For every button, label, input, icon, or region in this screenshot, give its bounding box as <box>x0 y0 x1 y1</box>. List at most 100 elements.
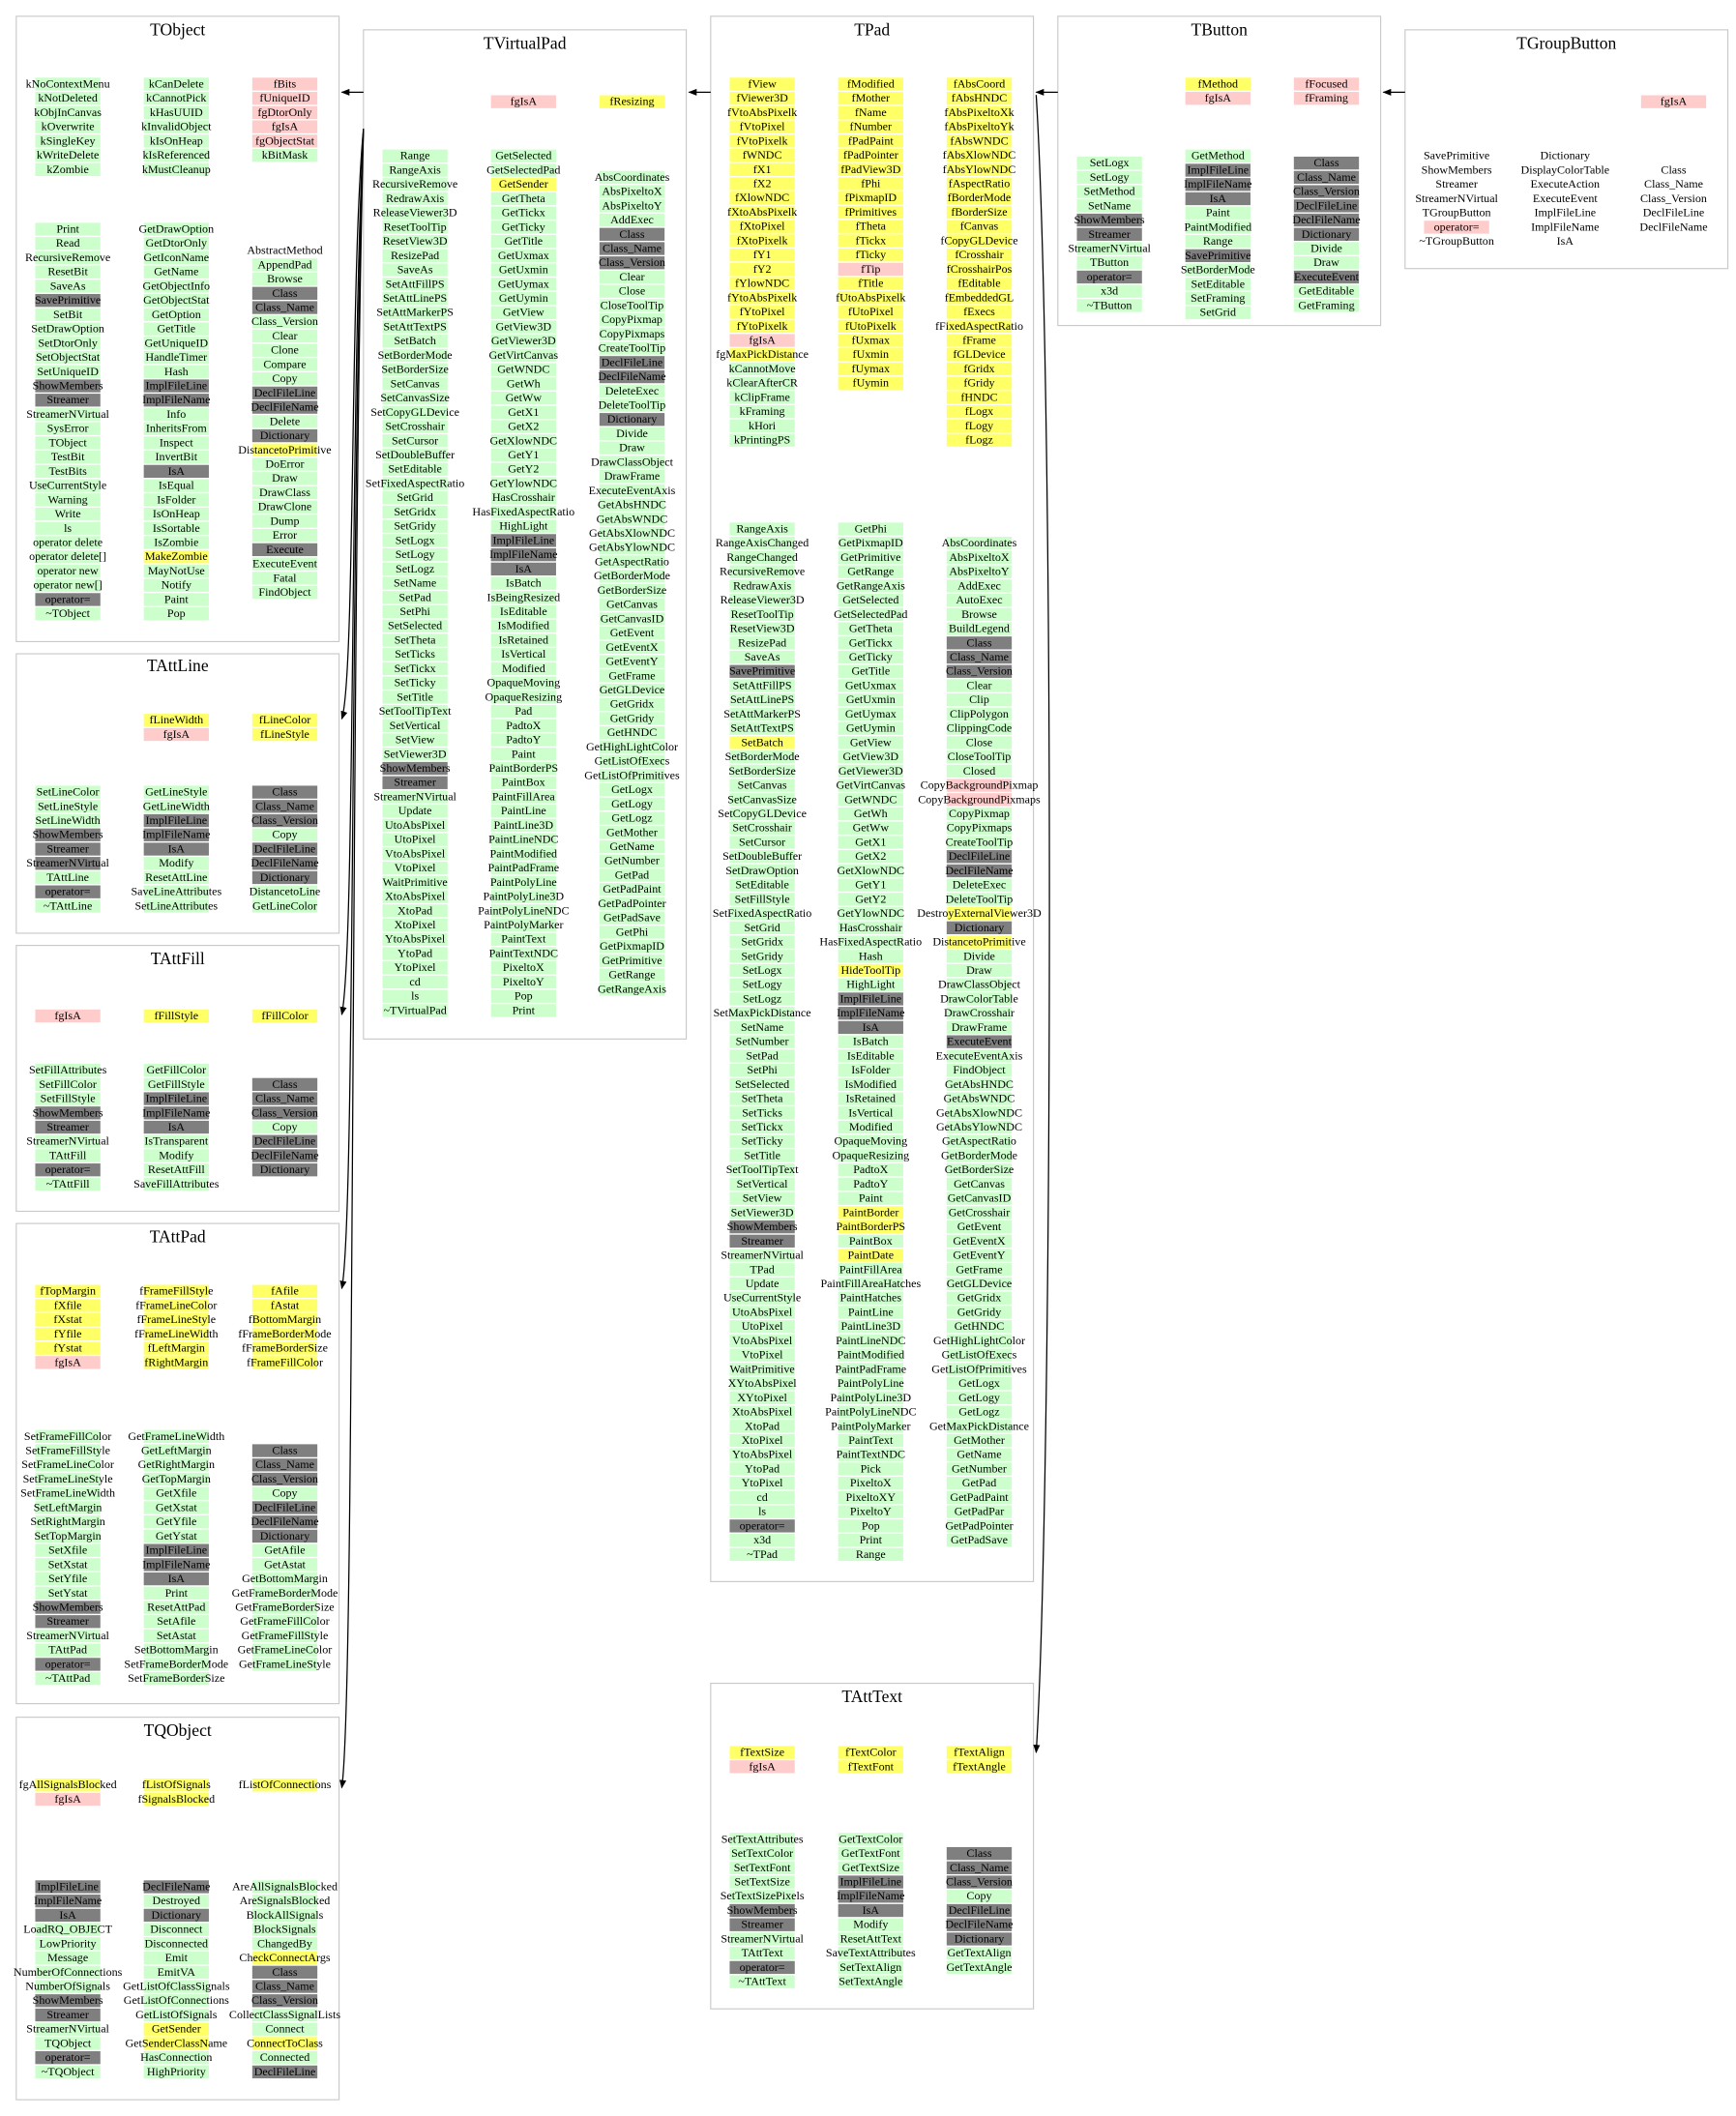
member-name: ShowMembers <box>727 1903 798 1917</box>
member-highlight <box>35 479 101 492</box>
member-highlight <box>35 1077 101 1092</box>
member-highlight <box>729 707 795 721</box>
member-name: ~TAttPad <box>45 1671 90 1685</box>
member-name: Message <box>47 1951 88 1964</box>
member-highlight <box>251 1501 318 1514</box>
member-name: AbsPixeltoX <box>949 550 1010 564</box>
member-highlight <box>35 1529 101 1543</box>
member-name: SetFrameBorderSize <box>128 1671 224 1685</box>
member-highlight <box>490 306 556 319</box>
member-name: GetAbsWNDC <box>597 512 668 525</box>
member-highlight <box>729 1263 795 1277</box>
member-highlight <box>382 691 448 704</box>
member-name: GetEvent <box>610 626 655 639</box>
member-name: ShowMembers <box>33 828 103 841</box>
member-name: kZombie <box>46 162 88 176</box>
member-highlight <box>729 1191 795 1205</box>
member-name: SetLineWidth <box>36 813 101 827</box>
member-name: GetRangeAxis <box>598 982 666 995</box>
member-name: IsA <box>1557 234 1574 248</box>
member-name: YtoPixel <box>395 960 436 974</box>
member-highlight <box>143 1586 209 1600</box>
member-highlight <box>729 1960 795 1975</box>
member-name: PadtoY <box>506 733 541 747</box>
member-name: AbsPixeltoY <box>949 565 1010 578</box>
member-name: fAspectRatio <box>949 177 1011 191</box>
member-name: SetPad <box>746 1048 778 1062</box>
member-name: SavePrimitive <box>1424 149 1489 162</box>
member-highlight <box>946 707 1013 721</box>
member-highlight <box>838 906 903 921</box>
member-highlight <box>946 950 1013 963</box>
member-name: SetFrameLineWidth <box>20 1486 115 1500</box>
member-name: ~TAttText <box>738 1975 786 1988</box>
member-name: fYtoPixel <box>740 305 785 318</box>
member-name: GetViewer3D <box>491 334 556 347</box>
member-highlight <box>35 1163 101 1177</box>
member-highlight <box>838 1120 903 1134</box>
member-highlight <box>490 833 556 846</box>
member-name: SetFraming <box>1191 291 1245 305</box>
member-name: PaintDate <box>848 1249 895 1262</box>
member-highlight <box>729 1760 795 1774</box>
member-name: GetEventY <box>953 1249 1005 1262</box>
member-name: CheckConnectArgs <box>239 1951 330 1964</box>
member-name: GetLogz <box>611 811 653 825</box>
member-name: ~TAttFill <box>46 1177 91 1190</box>
member-name: SysError <box>47 422 89 435</box>
member-name: ShowMembers <box>33 1601 103 1614</box>
member-name: Update <box>746 1277 780 1290</box>
member-name: RedrawAxis <box>386 191 445 205</box>
member-highlight <box>599 570 665 583</box>
member-name: SetLogy <box>743 978 782 991</box>
member-highlight <box>382 335 448 348</box>
member-name: GetUymax <box>498 277 549 290</box>
member-name: ResizePad <box>738 635 786 649</box>
member-highlight <box>1076 213 1142 227</box>
member-highlight <box>490 178 556 191</box>
member-highlight <box>382 291 448 306</box>
member-name: GetUniqueID <box>145 336 209 349</box>
member-highlight <box>599 868 665 882</box>
member-name: operator= <box>1434 220 1480 233</box>
member-name: ImplFileName <box>142 393 210 406</box>
member-highlight <box>35 1429 101 1443</box>
member-name: GetTextSize <box>842 1861 899 1874</box>
member-highlight <box>946 419 1013 433</box>
member-name: GetPadPointer <box>945 1518 1013 1532</box>
member-highlight <box>838 1760 903 1774</box>
member-name: ExecuteEventAxis <box>589 484 676 497</box>
member-name: PaintPolyMarker <box>484 918 563 931</box>
member-name: kMustCleanup <box>142 162 211 176</box>
member-name: GetTickx <box>502 206 545 220</box>
member-highlight <box>838 134 903 148</box>
member-highlight <box>35 1472 101 1486</box>
member-name: SetName <box>1088 198 1131 212</box>
member-name: SaveAs <box>745 650 780 663</box>
member-name: ImplFileName <box>837 1889 904 1902</box>
member-highlight <box>143 250 209 265</box>
member-highlight <box>729 348 795 362</box>
member-name: Class_Name <box>950 1861 1009 1874</box>
member-name: kPrintingPS <box>734 433 790 447</box>
member-name: fPixmapID <box>845 191 897 204</box>
member-highlight <box>143 1778 209 1792</box>
member-highlight <box>251 1284 318 1298</box>
member-name: SetTicks <box>742 1105 782 1119</box>
member-highlight <box>946 650 1013 664</box>
member-highlight <box>946 1035 1013 1048</box>
member-name: kBitMask <box>262 148 309 162</box>
member-highlight <box>599 555 665 569</box>
member-highlight <box>1185 263 1251 277</box>
member-name: SetSelected <box>735 1077 789 1091</box>
member-name: HasCrosshair <box>492 490 555 504</box>
member-highlight <box>838 1462 903 1476</box>
member-highlight <box>251 529 318 543</box>
member-highlight <box>1185 77 1251 91</box>
member-highlight <box>729 1875 795 1889</box>
member-highlight <box>946 177 1013 191</box>
member-name: GetAspectRatio <box>595 554 669 568</box>
member-name: GetName <box>609 839 654 853</box>
member-highlight <box>35 1572 101 1586</box>
member-highlight <box>251 1980 318 1993</box>
